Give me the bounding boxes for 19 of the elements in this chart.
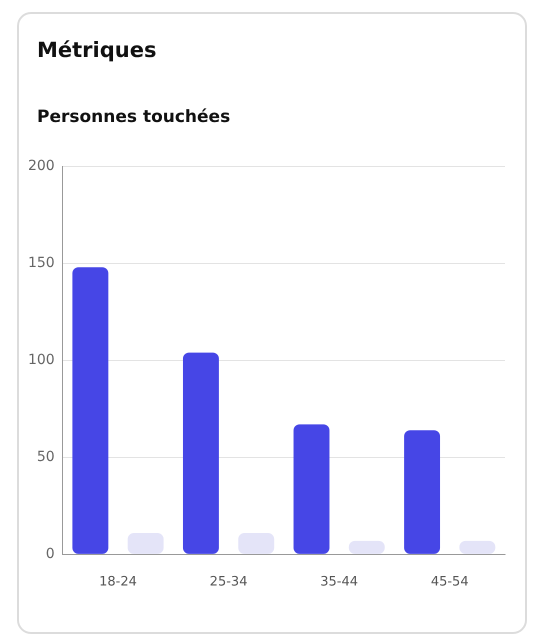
y-tick-label: 0 xyxy=(46,546,55,562)
bar xyxy=(294,424,330,554)
bar xyxy=(182,352,219,554)
bar xyxy=(348,540,385,554)
x-tick-label: 45-54 xyxy=(430,574,469,590)
bar xyxy=(404,430,440,554)
y-tick-label: 100 xyxy=(28,352,55,368)
bar xyxy=(459,540,496,554)
y-tick-label: 150 xyxy=(28,255,55,272)
bar xyxy=(238,533,274,554)
x-tick-label: 35-44 xyxy=(320,574,358,590)
x-tick-label: 18-24 xyxy=(99,574,137,590)
chart-subtitle: Personnes touchées xyxy=(37,107,230,127)
y-tick-label: 50 xyxy=(36,449,55,466)
chart-title: Métriques xyxy=(37,38,156,62)
bar xyxy=(128,533,164,554)
y-tick-label: 200 xyxy=(28,158,55,174)
bar xyxy=(72,267,108,554)
x-tick-label: 25-34 xyxy=(210,574,248,590)
